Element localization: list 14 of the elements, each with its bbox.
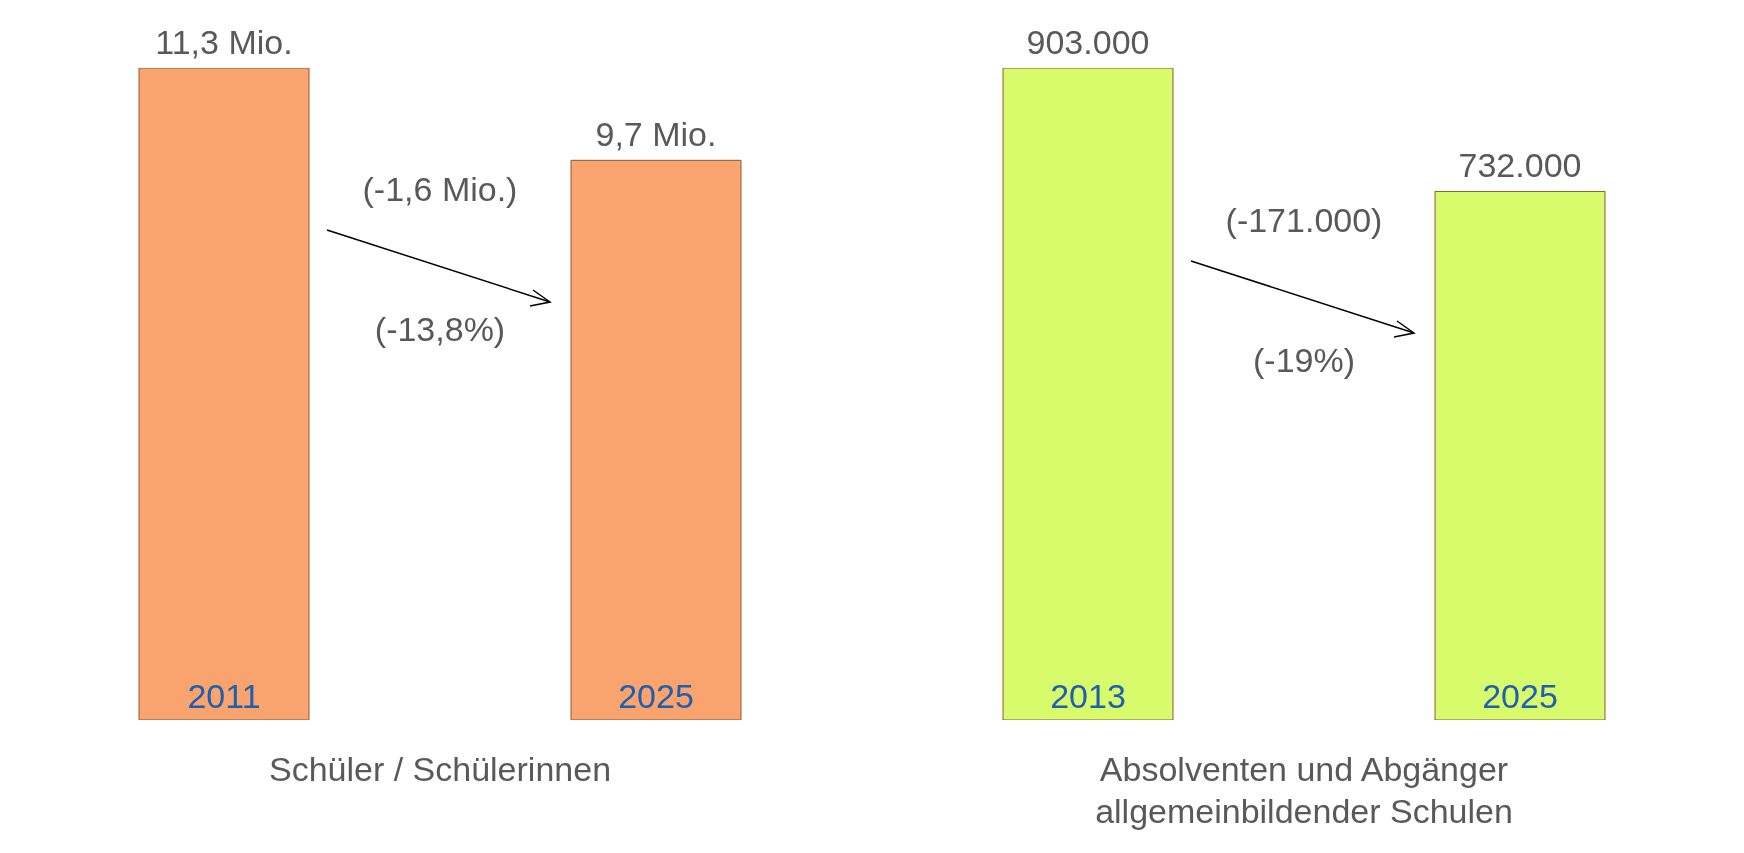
annotation: (-19%) — [1252, 341, 1356, 381]
annotation: (-13,8%) — [373, 310, 507, 350]
x-axis-title: Schüler / Schülerinnen — [267, 749, 613, 790]
x-tick-label: 2013 — [1050, 677, 1126, 715]
x-tick-label: 2025 — [618, 677, 694, 715]
data-label: 11,3 Mio. — [155, 23, 293, 61]
data-label: 903.000 — [1026, 23, 1150, 61]
x-tick-label: 2025 — [1482, 677, 1558, 715]
x-tick-label: 2011 — [187, 677, 261, 715]
data-label: 732.000 — [1458, 146, 1582, 185]
x-axis-title: Absolventen und Abgänger allgemeinbildender Schulen — [1094, 749, 1514, 832]
annotation: (-1,6 Mio.) — [361, 170, 519, 210]
data-label: 9,7 Mio. — [595, 115, 717, 154]
annotation: (-171.000) — [1224, 201, 1384, 241]
